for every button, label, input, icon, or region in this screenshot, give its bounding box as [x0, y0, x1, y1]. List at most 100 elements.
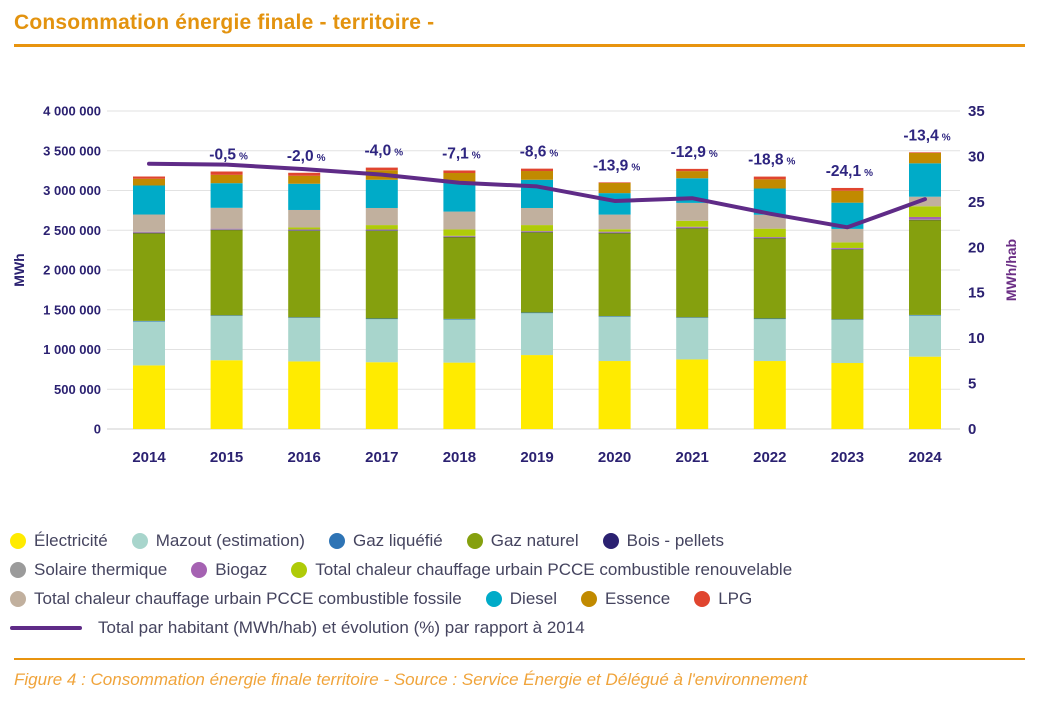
- bar-segment-2016: [288, 183, 321, 210]
- bar-segment-2018: [443, 182, 476, 212]
- bar-segment-2015: [210, 228, 243, 230]
- bar-segment-2022: [753, 179, 786, 189]
- right-axis-title: MWh/hab: [1003, 239, 1019, 301]
- legend-line-swatch-icon: [10, 626, 82, 630]
- bar-segment-2019: [521, 312, 553, 356]
- pct-change-label: -12,9%: [671, 144, 718, 161]
- bar-segment-2017: [365, 167, 398, 171]
- bar-segment-2014: [133, 176, 165, 179]
- legend-label: Biogaz: [215, 560, 268, 579]
- bar-segment-2020: [598, 182, 631, 194]
- legend-label: Solaire thermique: [34, 560, 168, 579]
- pct-change-label: -8,6%: [520, 144, 559, 161]
- bar-segment-2020: [598, 229, 631, 232]
- pct-change-label: -24,1%: [826, 163, 873, 180]
- bar-segment-2024: [909, 206, 941, 217]
- x-axis-year-label: 2015: [210, 449, 243, 466]
- legend-label: LPG: [718, 589, 753, 608]
- bar-segment-2014: [133, 233, 165, 321]
- legend-label: Gaz naturel: [490, 531, 579, 550]
- legend-item: Électricité: [10, 531, 108, 551]
- bar-segment-2015: [210, 174, 243, 184]
- bar-segment-2022: [753, 237, 786, 239]
- bar-segment-2024: [909, 314, 941, 316]
- legend-dot-swatch-icon: [485, 591, 502, 607]
- bar-segment-2019: [521, 207, 553, 226]
- legend-dot-swatch-icon: [10, 591, 26, 607]
- pct-change-label: -7,1%: [442, 145, 481, 162]
- bar-segment-2024: [909, 219, 941, 315]
- bar-segment-2020: [598, 182, 631, 183]
- right-axis-tick-label: 35: [968, 103, 985, 120]
- bar-segment-2018: [443, 211, 476, 230]
- right-axis-tick-label: 10: [968, 330, 985, 347]
- legend-label: Bois - pellets: [626, 531, 724, 550]
- left-axis-tick-label: 3 000 000: [43, 183, 101, 198]
- bar-segment-2015: [210, 229, 243, 230]
- bar-segment-2022: [753, 238, 786, 319]
- x-axis-year-label: 2023: [831, 449, 864, 466]
- trend-line: [147, 161, 927, 230]
- bar-segment-2020: [598, 361, 631, 429]
- bar-segment-2018: [443, 318, 476, 320]
- left-axis-tick-label: 2 000 000: [43, 263, 101, 278]
- legend-row: Total par habitant (MWh/hab) et évolutio…: [10, 618, 1029, 638]
- bar-segment-2016: [288, 175, 321, 184]
- report-page: Consommation énergie finale - territoire…: [0, 11, 1039, 724]
- bar-segment-2022: [753, 237, 786, 238]
- bar-segment-2017: [365, 230, 398, 231]
- bar-segment-2024: [909, 216, 941, 220]
- legend-label: Total par habitant (MWh/hab) et évolutio…: [98, 618, 585, 637]
- bar-segment-2019: [521, 168, 553, 172]
- pct-change-label: -2,0%: [287, 148, 326, 165]
- bar-segment-2022: [753, 318, 786, 362]
- bar-segment-2022: [753, 228, 786, 238]
- bar-segment-2022: [753, 214, 786, 229]
- bar-segment-2014: [133, 231, 165, 233]
- x-axis-year-label: 2018: [443, 449, 476, 466]
- bar-segment-2019: [521, 171, 553, 180]
- x-axis-year-label: 2017: [365, 449, 398, 466]
- bar-segment-2017: [365, 225, 398, 230]
- bar-segment-2023: [831, 363, 864, 429]
- bar-segment-2014: [133, 214, 165, 232]
- x-axis-year-label: 2022: [753, 449, 786, 466]
- bar-segment-2016: [288, 230, 321, 231]
- legend-dot-swatch-icon: [466, 533, 483, 549]
- pct-change-label: -0,5%: [209, 146, 248, 163]
- right-axis-tick-label: 30: [968, 148, 985, 165]
- bar-segment-2019: [521, 225, 553, 232]
- bar-segment-2017: [365, 318, 398, 320]
- bar-segment-2020: [598, 316, 631, 317]
- bar-segment-2017: [365, 230, 398, 319]
- bar-segment-2018: [443, 236, 476, 238]
- legend-dot-swatch-icon: [328, 533, 345, 549]
- legend-dot-swatch-icon: [291, 562, 308, 578]
- right-axis-tick-label: 0: [968, 421, 976, 438]
- bar-segment-2018: [443, 173, 476, 183]
- bar-segment-2024: [909, 219, 941, 220]
- chart-area: 0 500 000 1 000 000 1 500 000 2 000 000 2 500…: [0, 81, 1039, 483]
- bar-segment-2023: [831, 190, 864, 203]
- legend-label: Gaz liquéfié: [352, 531, 443, 550]
- x-axis-year-label: 2024: [908, 449, 942, 466]
- left-axis-tick-label: 4 000 000: [43, 104, 101, 119]
- right-axis-tick-label: 15: [968, 285, 985, 302]
- pct-change-label: -4,0%: [364, 143, 403, 160]
- right-axis-tick-label: 25: [968, 194, 985, 211]
- legend-item: Biogaz: [191, 560, 267, 580]
- bar-segment-2021: [676, 227, 709, 229]
- legend-dot-swatch-icon: [581, 591, 598, 607]
- bar-segment-2015: [210, 183, 243, 208]
- bar-segment-2023: [831, 247, 864, 249]
- legend-item: Total par habitant (MWh/hab) et évolutio…: [10, 618, 585, 638]
- bar-segment-2018: [443, 170, 476, 174]
- caption-divider: [14, 658, 1025, 660]
- bar-segment-2016: [288, 209, 321, 228]
- bar-segment-2015: [210, 360, 243, 429]
- bar-segment-2015: [210, 315, 243, 361]
- x-axis-year-label: 2021: [676, 449, 709, 466]
- bar-segment-2014: [133, 321, 165, 366]
- bar-segment-2021: [676, 317, 709, 318]
- legend-dot-swatch-icon: [10, 533, 26, 549]
